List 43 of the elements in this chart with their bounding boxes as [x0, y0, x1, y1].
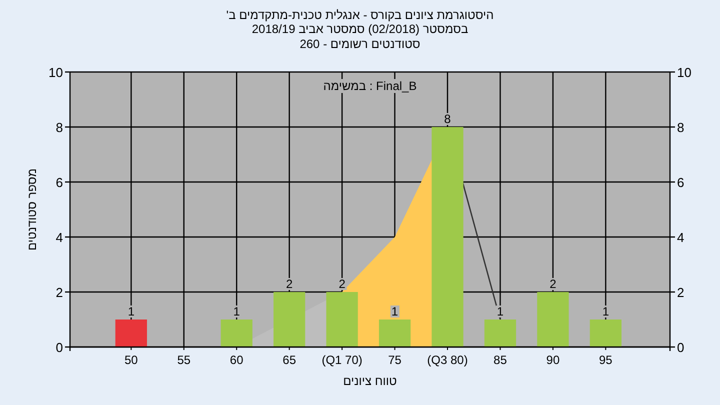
x-tick-label: 55: [177, 353, 191, 367]
bar: [220, 320, 252, 347]
x-tick-label: (Q1 70): [322, 353, 362, 367]
x-tick-label: 95: [598, 353, 613, 367]
x-tick-label: 65: [282, 353, 296, 367]
x-tick-label: 75: [388, 353, 402, 367]
data-label: 1: [496, 304, 504, 318]
y2-tick-label: 0: [677, 340, 684, 355]
y-tick-label: 10: [48, 65, 63, 80]
chart-subtitle: בסמסטר (02/2018) סמסטר אביב 2018/19: [252, 22, 468, 36]
text: סטודנטים רשומים - 260: [300, 37, 420, 51]
y2-tick-label: 2: [677, 285, 684, 300]
x-tick-label: 50: [124, 353, 138, 367]
data-label: 2: [286, 277, 293, 291]
data-label: 2: [338, 277, 346, 291]
bar: [537, 292, 569, 347]
x-tick-label: 60: [230, 353, 244, 367]
x-tick-label: (Q3 80): [427, 353, 468, 367]
y-tick-label: 6: [56, 175, 63, 190]
y-tick-label: 8: [56, 120, 63, 135]
x-axis-title: טווח ציונים: [343, 374, 398, 388]
bar: [484, 320, 516, 347]
bar: [590, 320, 622, 347]
y2-tick-label: 6: [677, 175, 684, 190]
y-tick-label: 2: [56, 285, 63, 300]
y-tick-label: 4: [56, 230, 63, 245]
data-label: 2: [550, 277, 557, 291]
x-tick-label: 85: [494, 353, 508, 367]
annotation: במשימה : Final_B: [323, 79, 417, 93]
bar: [115, 320, 147, 347]
x-tick-label: 90: [546, 353, 560, 367]
y2-tick-label: 4: [677, 230, 684, 245]
bar: [378, 320, 411, 347]
data-label: 1: [391, 304, 398, 318]
data-label: 1: [602, 304, 610, 318]
data-label: 1: [233, 304, 240, 318]
chart-title: 'היסטוגרמת ציונים בקורס - אנגלית טכנית-מתקדמים ב: [226, 8, 494, 22]
data-label: 8: [444, 112, 452, 126]
y-axis-title: מספר סטודנטים: [25, 168, 39, 251]
y2-tick-label: 10: [677, 65, 692, 80]
data-label: 1: [128, 304, 135, 318]
y-tick-label: 0: [56, 340, 63, 355]
y2-tick-label: 8: [677, 120, 684, 135]
